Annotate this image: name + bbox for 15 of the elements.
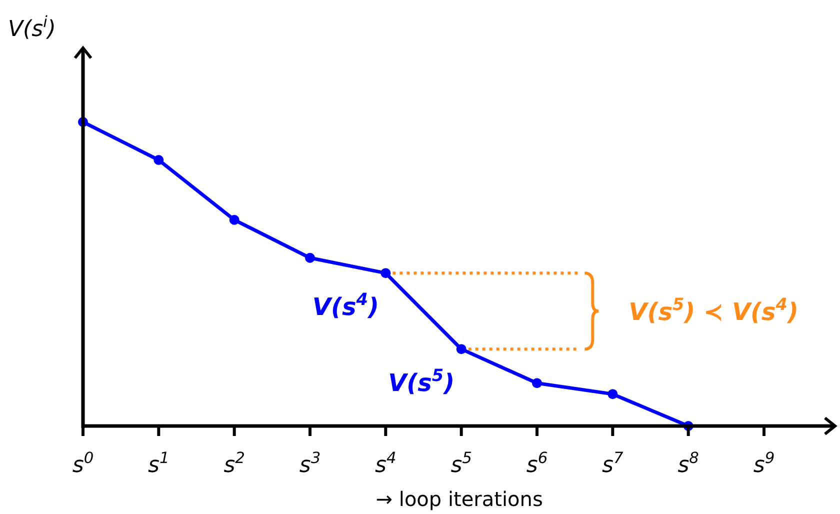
x-tick-label: s$^{0}$: [72, 449, 94, 478]
x-tick-label: s$^{1}$: [148, 449, 170, 478]
x-tick-label: s$^{6}$: [526, 449, 548, 478]
x-tick-label: s$^{9}$: [753, 449, 775, 478]
annotation: V(s$^{5}$): [388, 365, 455, 398]
x-axis-title: → loop iterations: [376, 487, 543, 511]
x-tick-label: s$^{8}$: [678, 449, 700, 478]
annotation: V(s$^{4}$): [312, 289, 379, 322]
x-tick-label: s$^{7}$: [602, 449, 624, 478]
y-axis-title: V(s$^{i}$): [8, 13, 56, 42]
x-tick-label: s$^{5}$: [450, 449, 472, 478]
x-tick-label: s$^{2}$: [224, 449, 245, 478]
annotation: V(s$^{5}$) ≺ V(s$^{4}$): [628, 294, 798, 326]
x-tick-label: s$^{4}$: [375, 449, 396, 478]
x-tick-label: s$^{3}$: [299, 449, 321, 478]
